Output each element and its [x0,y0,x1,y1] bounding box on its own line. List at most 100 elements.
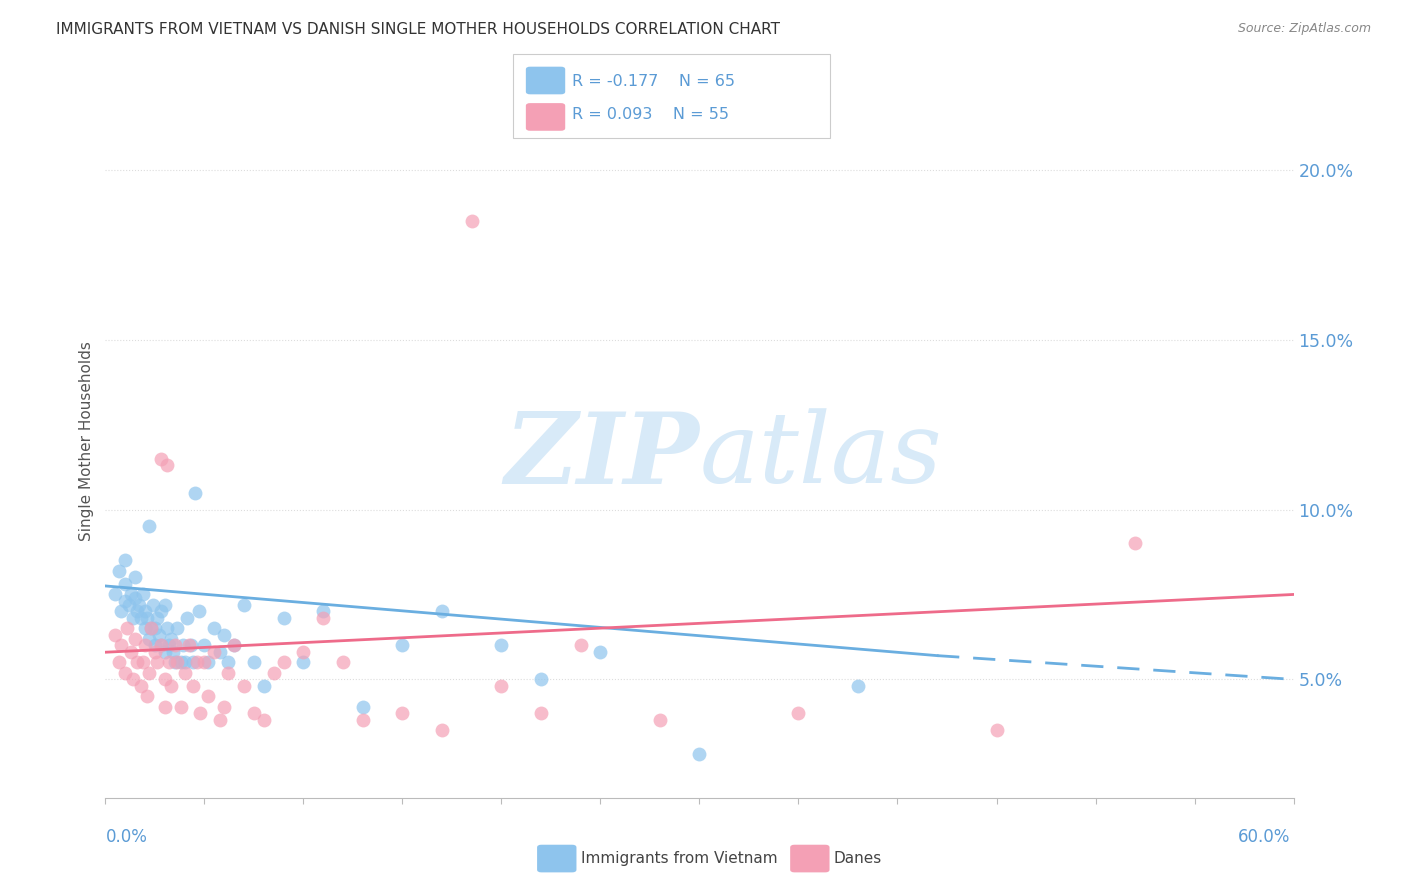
Point [124,570,146,584]
Point [139,622,162,636]
Point [138,519,160,533]
Point [163,656,186,670]
Point [689,747,711,761]
Point [187,604,209,618]
Point [153,673,176,687]
Point [233,679,256,693]
Text: IMMIGRANTS FROM VIETNAM VS DANISH SINGLE MOTHER HOUSEHOLDS CORRELATION CHART: IMMIGRANTS FROM VIETNAM VS DANISH SINGLE… [56,22,780,37]
Point [104,628,127,642]
Point [114,577,136,591]
Point [149,639,172,653]
Point [193,639,215,653]
Point [430,723,453,738]
Point [149,604,172,618]
Point [136,611,159,625]
Point [183,485,205,500]
Point [190,706,212,721]
Point [110,604,132,618]
Point [181,679,204,693]
Point [143,645,166,659]
Point [391,706,413,721]
Point [122,611,145,625]
Point [217,665,239,680]
Point [430,604,453,618]
Point [197,656,219,670]
Point [177,639,200,653]
Point [202,645,225,659]
Point [332,656,354,670]
Point [134,604,156,618]
Point [104,587,127,601]
Point [224,639,246,653]
Point [142,598,165,612]
Point [114,594,136,608]
Text: ZIP: ZIP [505,408,700,504]
Point [233,598,256,612]
Point [122,673,145,687]
Point [159,679,181,693]
Point [186,656,208,670]
Point [153,598,176,612]
Point [143,639,166,653]
Y-axis label: Single Mother Households: Single Mother Households [79,342,94,541]
Point [129,679,152,693]
Point [787,706,810,721]
Point [132,587,155,601]
Point [156,458,179,473]
Point [108,564,131,578]
Point [1123,536,1146,550]
Point [138,632,160,646]
Point [180,639,202,653]
Point [124,591,146,605]
Point [170,699,193,714]
Point [461,213,484,227]
Point [197,690,219,704]
Point [193,656,215,670]
Point [530,673,553,687]
Point [172,639,194,653]
Point [163,639,186,653]
Point [648,713,671,727]
Point [128,598,150,612]
Point [217,656,239,670]
Point [115,622,138,636]
Point [170,656,193,670]
Point [157,656,180,670]
Point [149,639,172,653]
Point [224,639,246,653]
Point [986,723,1008,738]
Point [149,451,172,466]
Point [273,611,295,625]
Point [312,611,335,625]
Point [120,645,142,659]
Point [166,656,188,670]
Point [108,656,131,670]
Point [118,598,141,612]
Point [132,656,155,670]
Point [156,622,179,636]
Point [243,656,266,670]
Point [530,706,553,721]
Point [253,713,276,727]
Point [139,622,162,636]
Point [491,639,513,653]
Point [166,622,188,636]
Point [153,645,176,659]
Text: R = -0.177    N = 65: R = -0.177 N = 65 [572,73,735,88]
Point [146,611,169,625]
Point [243,706,266,721]
Point [569,639,592,653]
Point [143,622,166,636]
Point [124,632,146,646]
Point [110,639,132,653]
Point [127,656,149,670]
Point [129,611,152,625]
Text: Danes: Danes [834,851,882,866]
Text: 0.0%: 0.0% [105,828,148,846]
Point [263,665,285,680]
Point [127,604,149,618]
Point [292,645,315,659]
Point [181,656,204,670]
Point [352,713,374,727]
Point [292,656,315,670]
